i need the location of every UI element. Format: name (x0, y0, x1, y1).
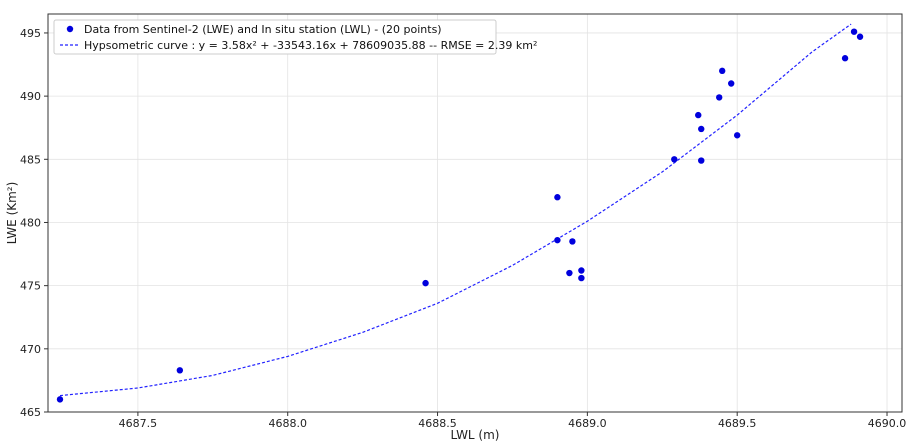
y-axis-label: LWE (Km²) (5, 182, 19, 245)
data-point (850, 28, 858, 35)
data-point (716, 94, 723, 101)
legend-label-scatter: Data from Sentinel-2 (LWE) and In situ s… (84, 23, 442, 36)
y-tick-label: 465 (20, 406, 41, 419)
data-point (733, 132, 741, 139)
data-point (554, 194, 561, 201)
x-tick-label: 4689.0 (568, 417, 607, 430)
plot-frame (47, 13, 903, 413)
data-point (578, 274, 585, 282)
hypsometric-curve (59, 23, 852, 397)
data-point (695, 111, 702, 119)
y-tick-label: 485 (20, 153, 41, 166)
data-point (841, 55, 849, 62)
y-tick-label: 480 (20, 216, 41, 229)
data-points (56, 28, 864, 403)
data-point (56, 396, 64, 403)
data-point (566, 269, 573, 277)
legend-marker-scatter (66, 25, 74, 33)
data-point (728, 80, 735, 87)
hypsometric-curve-line (59, 23, 852, 397)
data-point (671, 156, 678, 163)
data-point (554, 236, 561, 244)
data-point (856, 33, 864, 40)
x-tick-label: 4689.5 (718, 417, 757, 430)
data-point (698, 125, 705, 133)
y-tick-label: 470 (20, 343, 41, 356)
x-tick-label: 4690.0 (868, 417, 906, 430)
legend: Data from Sentinel-2 (LWE) and In situ s… (53, 19, 537, 55)
legend-box (53, 19, 497, 55)
x-tick-label: 4688.0 (268, 417, 307, 430)
data-point (578, 267, 585, 274)
y-tick-label: 475 (20, 280, 41, 293)
data-point (422, 279, 429, 287)
data-point (719, 67, 726, 75)
data-point (176, 367, 184, 374)
grid-lines (48, 14, 902, 413)
x-axis-label: LWL (m) (450, 428, 499, 442)
x-tick-label: 4688.5 (418, 417, 457, 430)
x-tick-label: 4687.5 (119, 417, 158, 430)
data-point (569, 238, 576, 245)
axes: 4687.5 4688.0 4688.5 4689.0 4689.5 4690.0 465 4… (20, 27, 906, 430)
legend-label-curve: Hypsometric curve : y = 3.58x² + -33543.… (84, 39, 537, 52)
y-tick-label: 495 (20, 27, 41, 40)
data-point (698, 157, 705, 164)
y-tick-label: 490 (20, 90, 41, 103)
